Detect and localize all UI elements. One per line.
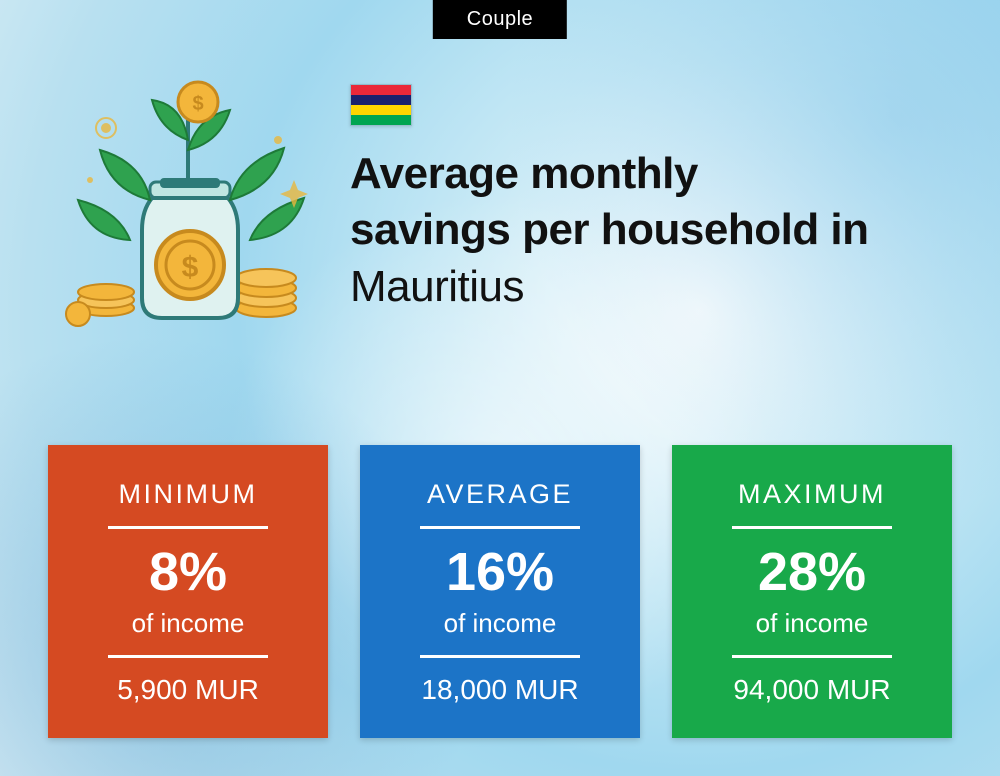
stat-card-average: AVERAGE 16% of income 18,000 MUR [360,445,640,738]
divider [108,655,268,658]
flag-stripe [351,105,411,115]
svg-text:$: $ [182,251,199,284]
coin-stack-left-icon [66,284,134,326]
card-amount: 5,900 MUR [117,674,259,706]
coin-in-jar-icon: $ [156,231,224,299]
card-label: MINIMUM [119,479,258,510]
card-subtext: of income [444,608,557,639]
header: $ $ [60,70,940,330]
flag-stripe [351,115,411,125]
card-amount: 94,000 MUR [733,674,890,706]
top-coin-icon: $ [178,82,218,122]
card-label: AVERAGE [427,479,573,510]
card-subtext: of income [756,608,869,639]
card-amount: 18,000 MUR [421,674,578,706]
card-label: MAXIMUM [738,479,886,510]
card-subtext: of income [132,608,245,639]
flag-stripe [351,95,411,105]
stat-cards: MINIMUM 8% of income 5,900 MUR AVERAGE 1… [48,445,952,738]
title-block: Average monthly savings per household in… [350,70,940,315]
title-line-1: Average monthly [350,149,698,198]
category-badge: Couple [433,0,567,39]
mauritius-flag-icon [350,84,412,126]
flag-stripe [351,85,411,95]
stat-card-minimum: MINIMUM 8% of income 5,900 MUR [48,445,328,738]
title-country: Mauritius [350,262,524,311]
coin-stack-right-icon [236,269,296,317]
divider [420,655,580,658]
divider [108,526,268,529]
divider [732,526,892,529]
svg-text:$: $ [192,93,203,115]
card-percentage: 28% [758,543,866,602]
card-percentage: 8% [149,543,227,602]
card-percentage: 16% [446,543,554,602]
divider [732,655,892,658]
divider [420,526,580,529]
stat-card-maximum: MAXIMUM 28% of income 94,000 MUR [672,445,952,738]
title-line-2: savings per household in [350,205,869,254]
page-title: Average monthly savings per household in… [350,146,940,315]
savings-jar-illustration: $ $ [60,70,320,330]
